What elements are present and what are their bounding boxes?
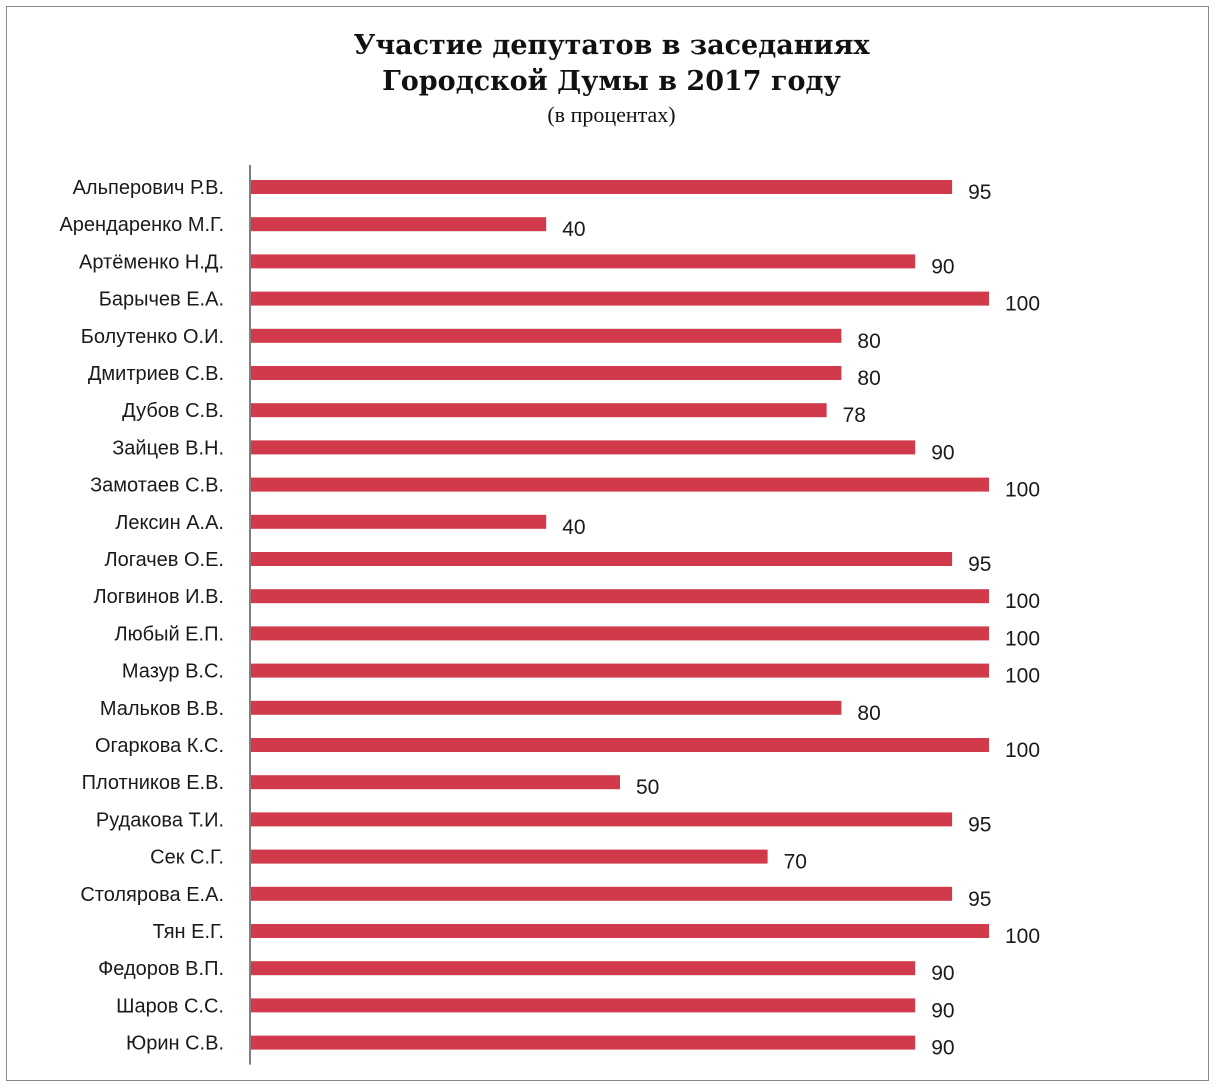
data-label: 80 bbox=[857, 330, 880, 353]
bar bbox=[251, 812, 953, 827]
data-label: 100 bbox=[1005, 293, 1040, 316]
category-label: Юрин С.В. bbox=[126, 1033, 224, 1055]
category-label: Логвинов И.В. bbox=[93, 586, 224, 608]
bar bbox=[251, 366, 842, 380]
category-label: Альперович Р.В. bbox=[73, 177, 224, 199]
chart-subtitle: (в процентах) bbox=[547, 102, 676, 127]
category-label: Плотников Е.В. bbox=[82, 772, 224, 794]
bar bbox=[251, 700, 842, 715]
category-label: Огаркова К.С. bbox=[95, 735, 224, 757]
data-label: 80 bbox=[857, 702, 880, 725]
data-label: 80 bbox=[857, 367, 880, 390]
category-label: Замотаев С.В. bbox=[90, 475, 224, 497]
category-label: Федоров В.П. bbox=[98, 958, 224, 980]
data-label: 78 bbox=[843, 404, 866, 427]
category-label: Барычев Е.А. bbox=[99, 289, 224, 311]
category-label: Логачев О.Е. bbox=[104, 549, 224, 571]
data-label: 100 bbox=[1005, 925, 1040, 948]
bar bbox=[251, 924, 989, 938]
category-label: Артёменко Н.Д. bbox=[79, 251, 224, 273]
bar bbox=[251, 328, 842, 343]
chart-title-block: Участие депутатов в заседаниях Городской… bbox=[0, 28, 1223, 130]
data-label: 100 bbox=[1005, 590, 1040, 613]
chart-marks: Альперович Р.В. 95 Арендаренко М.Г. 40 Артём… bbox=[59, 165, 1040, 1065]
data-label: 70 bbox=[784, 851, 807, 874]
category-label: Лексин А.А. bbox=[115, 512, 224, 534]
bar bbox=[251, 291, 989, 306]
category-label: Болутенко О.И. bbox=[81, 326, 224, 348]
category-label: Любый Е.П. bbox=[114, 623, 224, 645]
bar bbox=[251, 626, 989, 641]
bar bbox=[251, 998, 916, 1013]
bar bbox=[251, 403, 827, 418]
bar bbox=[251, 1035, 916, 1050]
data-label: 90 bbox=[931, 441, 954, 464]
data-label: 90 bbox=[931, 999, 954, 1022]
bar bbox=[251, 589, 989, 604]
category-label: Зайцев В.Н. bbox=[112, 437, 224, 459]
bar bbox=[251, 514, 547, 529]
bar bbox=[251, 180, 953, 194]
category-label: Рудакова Т.И. bbox=[96, 809, 224, 831]
category-label: Мазур В.С. bbox=[122, 661, 224, 683]
data-label: 90 bbox=[931, 1037, 954, 1060]
bar bbox=[251, 254, 916, 269]
category-label: Дмитриев С.В. bbox=[88, 363, 224, 385]
category-label: Дубов С.В. bbox=[122, 400, 224, 422]
bar bbox=[251, 775, 620, 790]
bar bbox=[251, 552, 953, 566]
data-label: 95 bbox=[968, 181, 991, 204]
data-label: 100 bbox=[1005, 627, 1040, 650]
bar bbox=[251, 849, 768, 864]
category-label: Сек С.Г. bbox=[150, 847, 224, 869]
bar bbox=[251, 440, 916, 455]
bar bbox=[251, 477, 989, 492]
category-label: Столярова Е.А. bbox=[80, 884, 224, 906]
bar bbox=[251, 738, 989, 752]
data-label: 90 bbox=[931, 962, 954, 985]
data-label: 100 bbox=[1005, 665, 1040, 688]
data-label: 40 bbox=[562, 218, 585, 241]
category-label: Шаров С.С. bbox=[116, 995, 224, 1017]
data-label: 100 bbox=[1005, 479, 1040, 502]
data-label: 95 bbox=[968, 813, 991, 836]
data-label: 40 bbox=[562, 516, 585, 539]
data-label: 95 bbox=[968, 553, 991, 576]
category-label: Тян Е.Г. bbox=[153, 921, 224, 943]
bar bbox=[251, 663, 989, 678]
data-label: 100 bbox=[1005, 739, 1040, 762]
data-label: 95 bbox=[968, 888, 991, 911]
chart-title-line-1: Участие депутатов в заседаниях bbox=[353, 30, 870, 61]
data-label: 50 bbox=[636, 776, 659, 799]
category-label: Арендаренко М.Г. bbox=[59, 214, 224, 236]
data-label: 90 bbox=[931, 255, 954, 278]
category-label: Мальков В.В. bbox=[100, 698, 224, 720]
bar bbox=[251, 961, 916, 976]
bar bbox=[251, 886, 953, 901]
chart-title-line-2: Городской Думы в 2017 году bbox=[382, 66, 841, 97]
bar bbox=[251, 217, 547, 232]
